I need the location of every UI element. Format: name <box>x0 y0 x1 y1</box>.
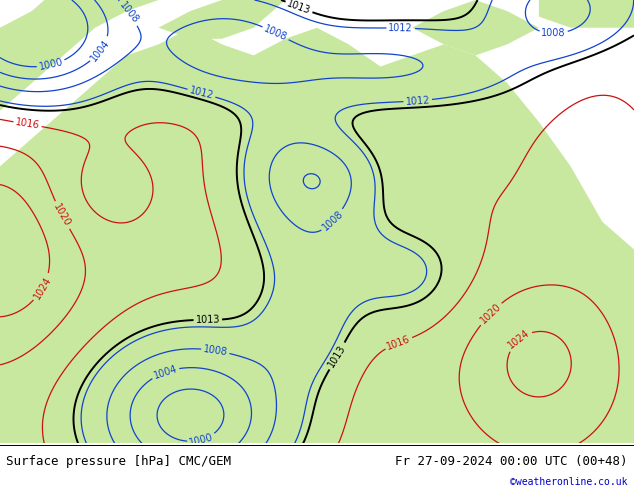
Text: 1016: 1016 <box>385 334 412 352</box>
Text: Fr 27-09-2024 00:00 UTC (00+48): Fr 27-09-2024 00:00 UTC (00+48) <box>395 455 628 467</box>
Polygon shape <box>0 0 158 111</box>
Text: Surface pressure [hPa] CMC/GEM: Surface pressure [hPa] CMC/GEM <box>6 455 231 467</box>
Text: 1004: 1004 <box>152 364 179 381</box>
Polygon shape <box>412 0 539 55</box>
Text: 1008: 1008 <box>117 0 140 25</box>
Text: ©weatheronline.co.uk: ©weatheronline.co.uk <box>510 477 628 487</box>
Polygon shape <box>158 0 285 39</box>
Text: 1004: 1004 <box>89 37 112 63</box>
Text: 1020: 1020 <box>51 202 73 228</box>
Polygon shape <box>0 28 634 443</box>
Text: 1012: 1012 <box>389 23 413 33</box>
Text: 1012: 1012 <box>405 95 430 106</box>
Text: 1013: 1013 <box>195 315 220 325</box>
Text: 1000: 1000 <box>188 432 214 448</box>
Text: 1008: 1008 <box>262 24 289 43</box>
Text: 1024: 1024 <box>507 328 532 351</box>
Text: 1012: 1012 <box>188 85 214 101</box>
Text: 1008: 1008 <box>541 28 566 39</box>
Text: 1013: 1013 <box>327 343 348 369</box>
Polygon shape <box>539 0 634 28</box>
Text: 1000: 1000 <box>38 57 64 72</box>
Text: 1016: 1016 <box>15 118 41 131</box>
Text: 1013: 1013 <box>286 0 312 16</box>
Text: 1008: 1008 <box>321 209 346 233</box>
Text: 1008: 1008 <box>202 344 228 357</box>
Text: 1024: 1024 <box>32 274 53 301</box>
Text: 1020: 1020 <box>478 301 503 326</box>
